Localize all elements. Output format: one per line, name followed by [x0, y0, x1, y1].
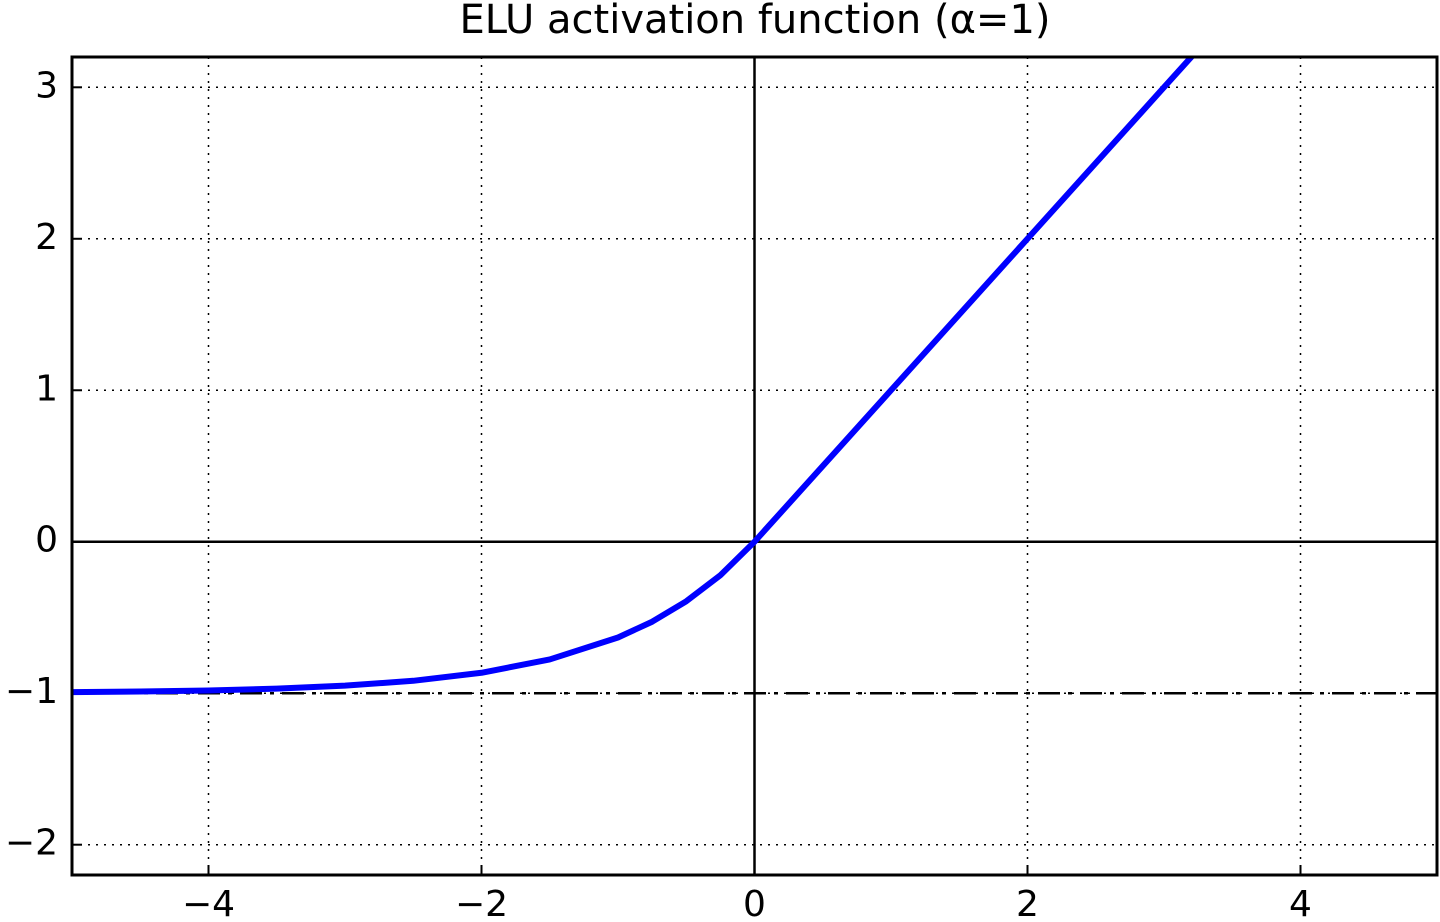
y-tick-label: 1 — [35, 368, 58, 409]
chart-title: ELU activation function (α=1) — [459, 0, 1050, 43]
plot-frame — [70, 55, 1439, 877]
data-line — [72, 57, 1196, 696]
y-tick-label: −2 — [5, 823, 58, 864]
x-tick-label: −2 — [455, 884, 508, 922]
y-tick-label: 3 — [35, 65, 58, 106]
y-tick-label: −1 — [5, 671, 58, 712]
y-tick-label: 2 — [35, 217, 58, 258]
x-tick-label: 2 — [1016, 884, 1039, 922]
x-tick-label: 0 — [743, 884, 766, 922]
x-tick-label: −4 — [182, 884, 235, 922]
y-tick-label: 0 — [35, 520, 58, 561]
x-tick-label: 4 — [1289, 884, 1312, 922]
